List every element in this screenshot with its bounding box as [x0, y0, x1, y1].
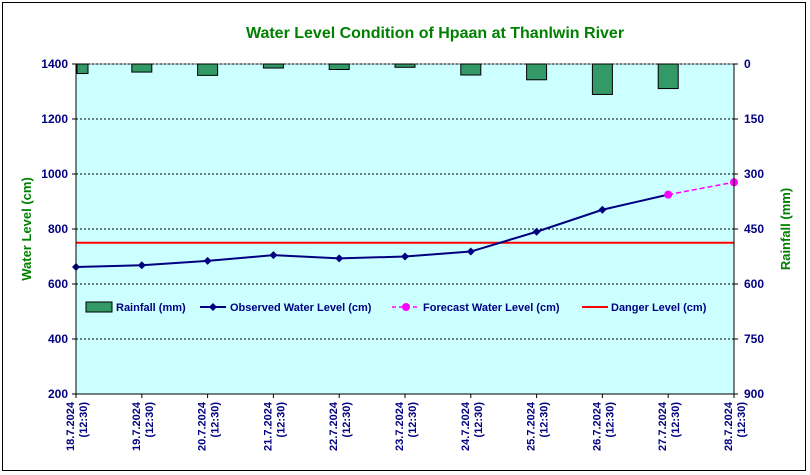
x-tick-label: 18.7.2024(12:30)	[65, 401, 90, 451]
x-tick-label: 26.7.2024(12:30)	[591, 401, 616, 451]
x-tick-date: 20.7.2024	[197, 401, 209, 451]
y-tick-label: 1000	[41, 167, 68, 181]
x-tick-date: 28.7.2024	[723, 401, 735, 451]
forecast-series	[664, 178, 738, 199]
y2-axis-title: Rainfall (mm)	[778, 188, 793, 270]
rainfall-bar	[131, 63, 153, 73]
x-tick-time: (12:30)	[210, 402, 222, 438]
rainfall-bar	[262, 63, 284, 69]
y2-tick-label: 750	[744, 332, 764, 346]
legend-forecast-marker	[402, 303, 410, 311]
y2-tick-label: 150	[744, 112, 764, 126]
x-tick-label: 28.7.2024(12:30)	[723, 401, 748, 451]
observed-line	[75, 193, 669, 268]
y-tick-label: 1400	[41, 57, 68, 71]
x-tick-time: (12:30)	[78, 402, 90, 438]
chart-title: Water Level Condition of Hpaan at Thanlw…	[246, 25, 624, 42]
x-tick-date: 24.7.2024	[460, 401, 472, 451]
y2-tick-label: 0	[744, 57, 751, 71]
rainfall-bar	[460, 63, 482, 76]
rainfall-bar	[591, 63, 613, 95]
x-tick-date: 26.7.2024	[591, 401, 603, 451]
forecast-line	[668, 181, 735, 196]
rainfall-bar	[328, 63, 350, 70]
rainfall-bar	[394, 63, 416, 68]
x-tick-time: (12:30)	[670, 402, 682, 438]
x-tick-label: 22.7.2024(12:30)	[328, 401, 353, 451]
y-tick-label: 1200	[41, 112, 68, 126]
y-axis-title: Water Level (cm)	[19, 177, 34, 281]
observed-point	[532, 227, 541, 236]
legend-danger-label: Danger Level (cm)	[611, 302, 707, 314]
x-tick-date: 22.7.2024	[328, 401, 340, 451]
x-tick-date: 23.7.2024	[394, 401, 406, 451]
rainfall-bars	[76, 63, 679, 95]
legend-rainfall-swatch	[85, 301, 113, 313]
x-tick-label: 24.7.2024(12:30)	[460, 401, 485, 451]
observed-point	[203, 256, 212, 265]
x-tick-time: (12:30)	[341, 402, 353, 438]
x-tick-label: 27.7.2024(12:30)	[657, 401, 682, 451]
rainfall-bar	[526, 63, 548, 81]
x-tick-time: (12:30)	[473, 402, 485, 438]
x-tick-date: 27.7.2024	[657, 401, 669, 451]
legend: Rainfall (mm) Observed Water Level (cm) Fo…	[85, 301, 707, 314]
observed-point	[137, 261, 146, 270]
x-tick-time: (12:30)	[144, 402, 156, 438]
x-tick-label: 23.7.2024(12:30)	[394, 401, 419, 451]
legend-observed-label: Observed Water Level (cm)	[230, 302, 372, 314]
observed-point	[466, 247, 475, 256]
x-tick-time: (12:30)	[275, 402, 287, 438]
observed-point	[598, 205, 607, 214]
x-tick-label: 19.7.2024(12:30)	[131, 401, 156, 451]
x-tick-label: 25.7.2024(12:30)	[526, 401, 551, 451]
legend-observed-marker	[209, 303, 217, 311]
x-tick-date: 25.7.2024	[526, 401, 538, 451]
x-tick-date: 19.7.2024	[131, 401, 143, 451]
y-tick-label: 400	[48, 332, 68, 346]
observed-point	[335, 254, 344, 263]
x-tick-date: 21.7.2024	[262, 401, 274, 451]
forecast-point	[664, 190, 673, 199]
y-tick-label: 600	[48, 277, 68, 291]
legend-rainfall-label: Rainfall (mm)	[116, 302, 186, 314]
y-tick-label: 800	[48, 222, 68, 236]
y-tick-label: 200	[48, 387, 68, 401]
x-tick-time: (12:30)	[407, 402, 419, 438]
x-tick-label: 20.7.2024(12:30)	[197, 401, 222, 451]
x-tick-date: 18.7.2024	[65, 401, 77, 451]
x-tick-label: 21.7.2024(12:30)	[262, 401, 287, 451]
y2-tick-label: 900	[744, 387, 764, 401]
observed-point	[401, 252, 409, 261]
y2-tick-label: 600	[744, 277, 764, 291]
y2-tick-label: 450	[744, 222, 764, 236]
rainfall-bar	[76, 63, 89, 75]
x-tick-time: (12:30)	[736, 402, 748, 438]
x-tick-time: (12:30)	[604, 402, 616, 438]
rainfall-bar	[197, 63, 219, 76]
y2-tick-label: 300	[744, 167, 764, 181]
axes: 200 400 600 800 1000 1200 1400 0 150 300 450 600 750…	[41, 57, 764, 451]
observed-point	[269, 251, 278, 260]
legend-forecast-label: Forecast Water Level (cm)	[423, 302, 560, 314]
rainfall-bar	[657, 63, 679, 90]
x-tick-time: (12:30)	[539, 402, 551, 438]
